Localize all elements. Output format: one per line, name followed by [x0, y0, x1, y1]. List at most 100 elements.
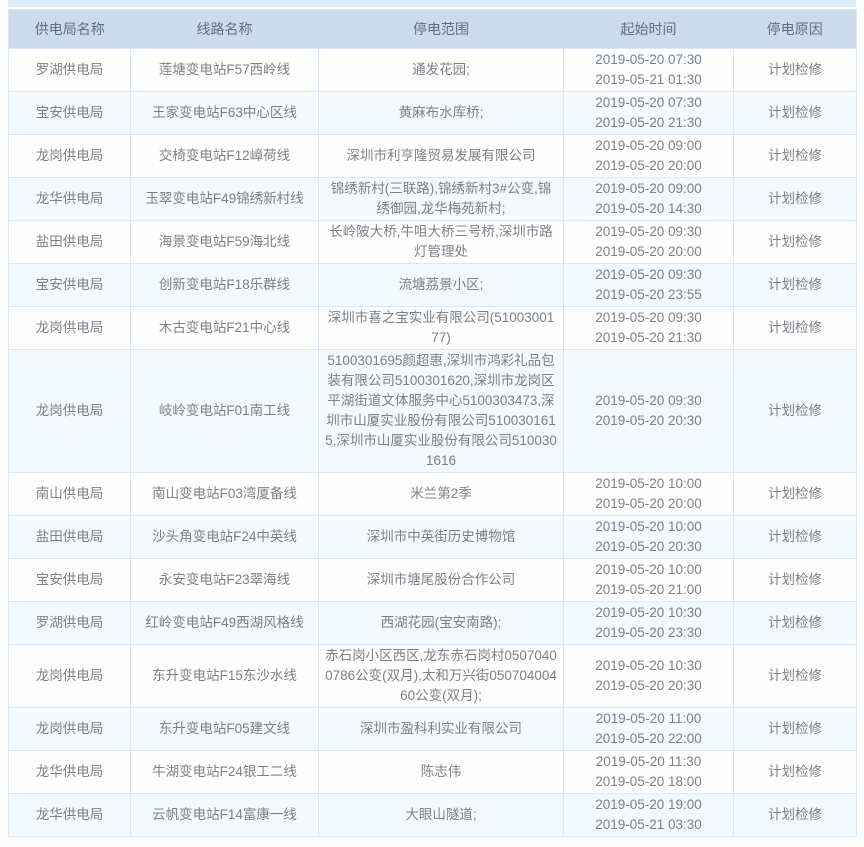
cell-reason: 计划检修: [733, 91, 857, 135]
table-row: 龙岗供电局 木古变电站F21中心线 深圳市喜之宝实业有限公司(5100300177)…: [8, 306, 857, 350]
cell-scope: 赤石岗小区西区,龙东赤石岗村05070400786公变(双月),太和万兴街050…: [318, 644, 564, 708]
cell-start-time: 2019-05-20 10:00 2019-05-20 20:30: [563, 515, 734, 559]
cell-reason: 计划检修: [733, 793, 857, 837]
end-time: 2019-05-20 21:30: [595, 330, 702, 345]
cell-reason: 计划检修: [733, 750, 857, 794]
cell-bureau: 宝安供电局: [8, 91, 131, 135]
outage-table-body: 罗湖供电局 莲塘变电站F57西岭线 通发花园; 2019-05-20 07:30 201…: [8, 48, 857, 837]
cell-start-time: 2019-05-20 10:00 2019-05-20 21:00: [563, 558, 734, 602]
table-row: 龙岗供电局 岐岭变电站F01南工线 5100301695颜超惠,深圳市鸿彩礼品包装有…: [8, 349, 857, 473]
start-time: 2019-05-20 09:00: [595, 138, 702, 153]
cell-bureau: 龙岗供电局: [8, 349, 131, 473]
table-row: 盐田供电局 沙头角变电站F24中英线 深圳市中英街历史博物馆 2019-05-20 1…: [8, 515, 857, 559]
cell-bureau: 罗湖供电局: [8, 48, 131, 92]
table-row: 龙岗供电局 交椅变电站F12嶂荷线 深圳市利亨隆贸易发展有限公司 2019-05-20…: [8, 134, 857, 178]
cell-line: 东升变电站F15东沙水线: [130, 644, 319, 708]
cell-reason: 计划检修: [733, 515, 857, 559]
cell-line: 南山变电站F03湾厦备线: [130, 472, 319, 516]
col-header-scope: 停电范围: [318, 9, 564, 49]
cell-line: 玉翠变电站F49锦绣新村线: [130, 177, 319, 221]
cell-scope: 黄麻布水库桥;: [318, 91, 564, 135]
cell-reason: 计划检修: [733, 349, 857, 473]
cell-start-time: 2019-05-20 07:30 2019-05-21 01:30: [563, 48, 734, 92]
cell-line: 红岭变电站F49西湖风格线: [130, 601, 319, 645]
table-row: 宝安供电局 创新变电站F18乐群线 流塘荔景小区; 2019-05-20 09:30 2…: [8, 263, 857, 307]
end-time: 2019-05-20 20:30: [595, 678, 702, 693]
cell-reason: 计划检修: [733, 134, 857, 178]
cell-scope: 大眼山隧道;: [318, 793, 564, 837]
cell-scope: 米兰第2季: [318, 472, 564, 516]
col-header-start-time: 起始时间: [563, 9, 734, 49]
end-time: 2019-05-20 20:30: [595, 413, 702, 428]
cell-bureau: 龙岗供电局: [8, 134, 131, 178]
cell-bureau: 宝安供电局: [8, 263, 131, 307]
table-row: 龙华供电局 玉翠变电站F49锦绣新村线 锦绣新村(三联路),锦绣新村3#公变,锦绣御…: [8, 177, 857, 221]
end-time: 2019-05-21 01:30: [595, 72, 702, 87]
cell-start-time: 2019-05-20 11:00 2019-05-20 22:00: [563, 707, 734, 751]
table-row: 盐田供电局 海景变电站F59海北线 长岭陂大桥,牛咀大桥三号桥,深圳市路灯管理处 20…: [8, 220, 857, 264]
cell-scope: 5100301695颜超惠,深圳市鸿彩礼品包装有限公司5100301620,深圳…: [318, 349, 564, 473]
top-strip: [8, 0, 856, 7]
cell-start-time: 2019-05-20 10:00 2019-05-20 20:00: [563, 472, 734, 516]
cell-reason: 计划检修: [733, 263, 857, 307]
header-row: 供电局名称 线路名称 停电范围 起始时间 停电原因: [8, 9, 857, 49]
cell-line: 海景变电站F59海北线: [130, 220, 319, 264]
cell-bureau: 龙岗供电局: [8, 644, 131, 708]
cell-bureau: 盐田供电局: [8, 515, 131, 559]
cell-line: 永安变电站F23翠海线: [130, 558, 319, 602]
end-time: 2019-05-20 23:55: [595, 287, 702, 302]
cell-line: 王家变电站F63中心区线: [130, 91, 319, 135]
start-time: 2019-05-20 09:30: [595, 310, 702, 325]
cell-reason: 计划检修: [733, 601, 857, 645]
start-time: 2019-05-20 11:00: [595, 711, 702, 726]
cell-scope: 流塘荔景小区;: [318, 263, 564, 307]
table-row: 宝安供电局 王家变电站F63中心区线 黄麻布水库桥; 2019-05-20 07:30…: [8, 91, 857, 135]
end-time: 2019-05-20 21:00: [595, 582, 702, 597]
cell-start-time: 2019-05-20 09:30 2019-05-20 21:30: [563, 306, 734, 350]
cell-reason: 计划检修: [733, 707, 857, 751]
cell-reason: 计划检修: [733, 220, 857, 264]
col-header-bureau: 供电局名称: [8, 9, 131, 49]
cell-start-time: 2019-05-20 09:30 2019-05-20 23:55: [563, 263, 734, 307]
end-time: 2019-05-20 22:00: [595, 731, 702, 746]
cell-bureau: 盐田供电局: [8, 220, 131, 264]
cell-line: 云帆变电站F14富康一线: [130, 793, 319, 837]
end-time: 2019-05-20 20:30: [595, 539, 702, 554]
cell-line: 岐岭变电站F01南工线: [130, 349, 319, 473]
cell-reason: 计划检修: [733, 177, 857, 221]
cell-scope: 深圳市喜之宝实业有限公司(5100300177): [318, 306, 564, 350]
cell-scope: 深圳市盈科利实业有限公司: [318, 707, 564, 751]
end-time: 2019-05-20 20:00: [595, 244, 702, 259]
start-time: 2019-05-20 09:30: [595, 393, 702, 408]
end-time: 2019-05-20 20:00: [595, 158, 702, 173]
cell-reason: 计划检修: [733, 472, 857, 516]
cell-start-time: 2019-05-20 11:30 2019-05-20 18:00: [563, 750, 734, 794]
col-header-reason: 停电原因: [733, 9, 857, 49]
cell-scope: 深圳市塘尾股份合作公司: [318, 558, 564, 602]
cell-line: 创新变电站F18乐群线: [130, 263, 319, 307]
end-time: 2019-05-20 14:30: [595, 201, 702, 216]
cell-bureau: 罗湖供电局: [8, 601, 131, 645]
end-time: 2019-05-20 20:00: [595, 496, 702, 511]
cell-scope: 通发花园;: [318, 48, 564, 92]
cell-start-time: 2019-05-20 09:00 2019-05-20 14:30: [563, 177, 734, 221]
cell-bureau: 龙华供电局: [8, 750, 131, 794]
cell-scope: 深圳市利亨隆贸易发展有限公司: [318, 134, 564, 178]
start-time: 2019-05-20 09:30: [595, 267, 702, 282]
cell-line: 牛湖变电站F24银工二线: [130, 750, 319, 794]
end-time: 2019-05-20 23:30: [595, 625, 702, 640]
start-time: 2019-05-20 10:00: [595, 562, 702, 577]
start-time: 2019-05-20 09:00: [595, 181, 702, 196]
table-row: 龙岗供电局 东升变电站F05建文线 深圳市盈科利实业有限公司 2019-05-20 1…: [8, 707, 857, 751]
table-row: 罗湖供电局 红岭变电站F49西湖风格线 西湖花园(宝安南路); 2019-05-20 …: [8, 601, 857, 645]
start-time: 2019-05-20 10:30: [595, 658, 702, 673]
cell-start-time: 2019-05-20 07:30 2019-05-20 21:30: [563, 91, 734, 135]
start-time: 2019-05-20 09:30: [595, 224, 702, 239]
cell-line: 莲塘变电站F57西岭线: [130, 48, 319, 92]
cell-start-time: 2019-05-20 09:30 2019-05-20 20:00: [563, 220, 734, 264]
cell-start-time: 2019-05-20 19:00 2019-05-21 03:30: [563, 793, 734, 837]
cell-reason: 计划检修: [733, 306, 857, 350]
cell-bureau: 龙岗供电局: [8, 707, 131, 751]
start-time: 2019-05-20 10:00: [595, 476, 702, 491]
cell-line: 交椅变电站F12嶂荷线: [130, 134, 319, 178]
